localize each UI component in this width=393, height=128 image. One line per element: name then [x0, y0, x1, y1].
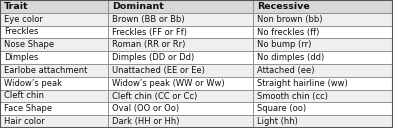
- Text: Widow’s peak (WW or Ww): Widow’s peak (WW or Ww): [112, 79, 225, 88]
- Text: Cleft chin (CC or Cc): Cleft chin (CC or Cc): [112, 92, 197, 100]
- Bar: [253, 115, 393, 128]
- Text: Dimples: Dimples: [4, 53, 38, 62]
- Text: Brown (BB or Bb): Brown (BB or Bb): [112, 15, 185, 24]
- Text: Light (hh): Light (hh): [257, 117, 298, 126]
- Bar: [108, 77, 253, 90]
- Text: Dimples (DD or Dd): Dimples (DD or Dd): [112, 53, 194, 62]
- Bar: [253, 51, 393, 64]
- Bar: [0, 90, 108, 102]
- Bar: [0, 102, 108, 115]
- Text: Nose Shape: Nose Shape: [4, 40, 54, 49]
- Text: Eye color: Eye color: [4, 15, 43, 24]
- Bar: [253, 64, 393, 77]
- Bar: [253, 0, 393, 13]
- Text: Dominant: Dominant: [112, 2, 164, 11]
- Bar: [108, 13, 253, 26]
- Bar: [0, 26, 108, 38]
- Bar: [108, 64, 253, 77]
- Bar: [0, 13, 108, 26]
- Bar: [0, 38, 108, 51]
- Text: Cleft chin: Cleft chin: [4, 92, 44, 100]
- Text: Widow’s peak: Widow’s peak: [4, 79, 62, 88]
- Bar: [0, 0, 108, 13]
- Text: Face Shape: Face Shape: [4, 104, 52, 113]
- Bar: [108, 90, 253, 102]
- Bar: [0, 51, 108, 64]
- Text: Freckles: Freckles: [4, 28, 38, 36]
- Text: Hair color: Hair color: [4, 117, 45, 126]
- Bar: [253, 77, 393, 90]
- Text: Earlobe attachment: Earlobe attachment: [4, 66, 87, 75]
- Bar: [0, 77, 108, 90]
- Text: Non brown (bb): Non brown (bb): [257, 15, 322, 24]
- Bar: [108, 115, 253, 128]
- Bar: [253, 26, 393, 38]
- Text: Unattached (EE or Ee): Unattached (EE or Ee): [112, 66, 205, 75]
- Text: No bump (rr): No bump (rr): [257, 40, 311, 49]
- Text: Dark (HH or Hh): Dark (HH or Hh): [112, 117, 180, 126]
- Text: Straight hairline (ww): Straight hairline (ww): [257, 79, 347, 88]
- Bar: [108, 102, 253, 115]
- Text: No dimples (dd): No dimples (dd): [257, 53, 324, 62]
- Bar: [0, 64, 108, 77]
- Bar: [253, 102, 393, 115]
- Text: Trait: Trait: [4, 2, 29, 11]
- Text: No freckles (ff): No freckles (ff): [257, 28, 319, 36]
- Bar: [253, 90, 393, 102]
- Bar: [0, 115, 108, 128]
- Bar: [108, 38, 253, 51]
- Text: Oval (OO or Oo): Oval (OO or Oo): [112, 104, 179, 113]
- Bar: [108, 0, 253, 13]
- Text: Smooth chin (cc): Smooth chin (cc): [257, 92, 328, 100]
- Text: Attached (ee): Attached (ee): [257, 66, 314, 75]
- Text: Roman (RR or Rr): Roman (RR or Rr): [112, 40, 185, 49]
- Bar: [253, 38, 393, 51]
- Text: Freckles (FF or Ff): Freckles (FF or Ff): [112, 28, 187, 36]
- Bar: [253, 13, 393, 26]
- Bar: [108, 51, 253, 64]
- Text: Square (oo): Square (oo): [257, 104, 306, 113]
- Bar: [108, 26, 253, 38]
- Text: Recessive: Recessive: [257, 2, 309, 11]
